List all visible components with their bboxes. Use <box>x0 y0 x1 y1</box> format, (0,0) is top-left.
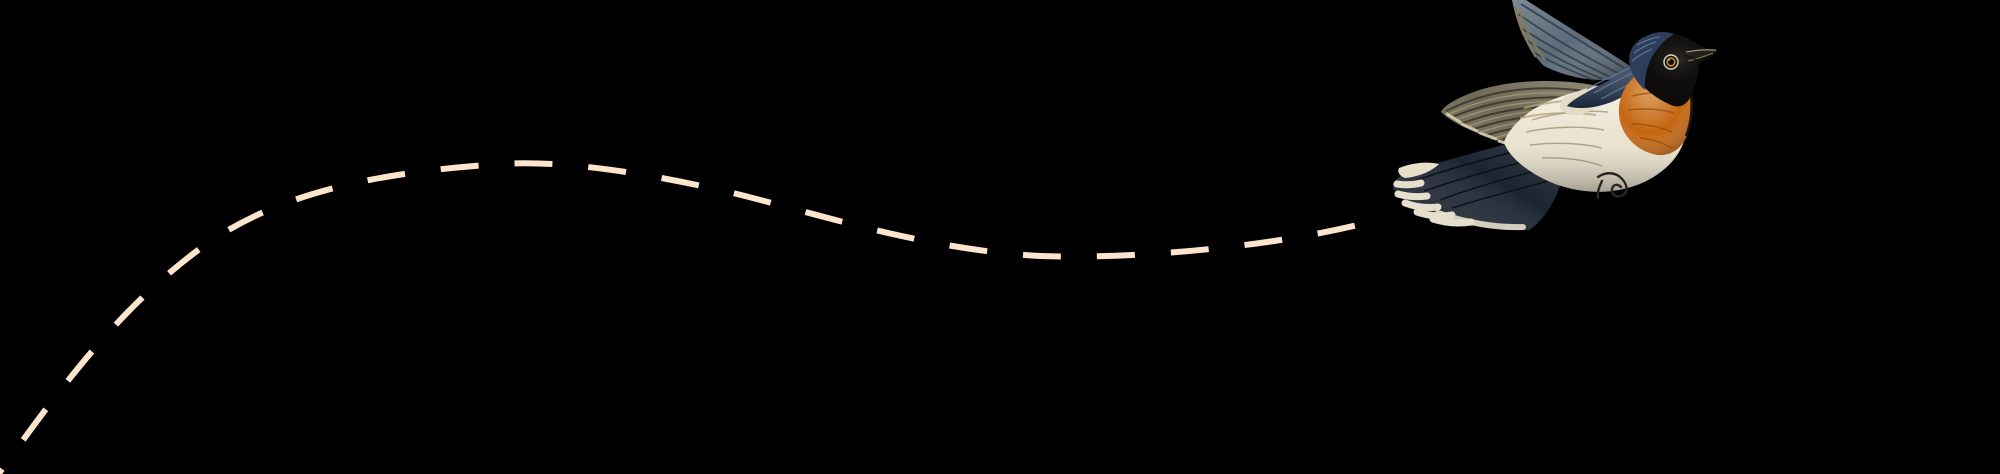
feather-line <box>1451 180 1549 209</box>
feather-line <box>1445 87 1591 112</box>
feather-line <box>1519 112 1597 119</box>
feather-line <box>1529 142 1603 149</box>
feather-line <box>1532 51 1595 81</box>
feather-line <box>1631 48 1653 62</box>
bird-crown-sheen-streaks <box>1631 36 1661 62</box>
feather-tip <box>1460 122 1479 133</box>
feather-line <box>1520 3 1625 69</box>
feather-line <box>1520 27 1611 78</box>
bird-undertail-cream-edge <box>1435 210 1526 231</box>
feather-line <box>1513 5 1537 58</box>
bird-eye-glint <box>1668 59 1670 61</box>
bird-beak <box>1683 49 1718 62</box>
bird-beak-lower-edge <box>1687 52 1714 62</box>
feather-tip <box>1394 190 1431 201</box>
feather-tip <box>1478 131 1498 141</box>
bird-near-wing-khaki-edge <box>1513 5 1546 61</box>
bird-eye-amber-ring <box>1666 57 1676 67</box>
bird-illustration <box>1392 0 1718 231</box>
feather-tip <box>1401 199 1442 211</box>
feather-tip <box>1445 112 1462 124</box>
feather-tip <box>1393 179 1425 189</box>
feather-line <box>1639 137 1673 149</box>
bird-beak-gape-line <box>1683 54 1701 62</box>
flight-path-dashed-line <box>0 160 1371 474</box>
bird-foot-curl <box>1596 172 1628 198</box>
feather-line <box>1631 123 1673 133</box>
feather-line <box>1518 11 1546 61</box>
bird-eye-pupil <box>1669 60 1673 64</box>
bird-eye <box>1663 54 1679 70</box>
bird-beak-ridge-highlight <box>1685 49 1717 53</box>
bird-feet <box>1596 172 1628 200</box>
feather-line <box>1636 36 1661 46</box>
bird-eye-ring <box>1663 54 1679 70</box>
feather-line <box>1633 41 1657 54</box>
feather-line <box>1627 108 1675 114</box>
feather-line <box>1541 157 1603 167</box>
bird-foot-toe <box>1596 179 1604 200</box>
feather-line <box>1525 126 1605 133</box>
feather-line <box>1517 13 1619 74</box>
bird-near-wing-shading <box>1512 0 1632 80</box>
bird-tail-top-white-patch <box>1398 162 1439 178</box>
